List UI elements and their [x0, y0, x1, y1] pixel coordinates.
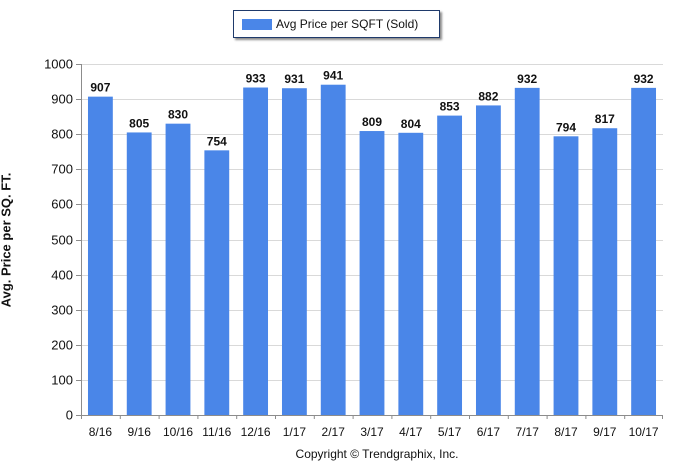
bar	[475, 105, 501, 415]
data-label: 830	[168, 108, 188, 122]
x-tick-label: 3/17	[360, 425, 384, 439]
x-tick-label: 7/17	[516, 425, 540, 439]
legend: Avg Price per SQFT (Sold)	[233, 10, 440, 38]
legend-swatch	[242, 19, 272, 30]
x-tick-label: 6/17	[477, 425, 501, 439]
bar-layer	[87, 84, 657, 416]
copyright-text: Copyright © Trendgraphix, Inc.	[295, 447, 459, 461]
data-label: 794	[556, 120, 576, 134]
bar	[553, 136, 579, 415]
y-tick-label: 800	[51, 127, 73, 142]
data-label: 804	[401, 117, 421, 131]
data-label: 933	[246, 72, 266, 86]
x-tick-label: 9/16	[128, 425, 152, 439]
y-tick-label: 0	[66, 408, 73, 423]
data-label: 941	[323, 69, 343, 83]
y-tick-label: 900	[51, 92, 73, 107]
x-tick-label: 5/17	[438, 425, 462, 439]
bar	[631, 87, 657, 416]
axis-layer: 0 100 200 300 400 500 600 700 800 900 1000 8/16 9/16…	[44, 57, 663, 439]
x-tick-label: 8/16	[89, 425, 113, 439]
data-label: 805	[129, 116, 149, 130]
bar	[165, 123, 191, 416]
x-tick-label: 4/17	[399, 425, 423, 439]
bar	[281, 88, 307, 416]
data-label: 931	[284, 72, 304, 86]
label-layer: 907 805 830 754 933 931 941 809 804 853 882 932 794 8…	[90, 69, 654, 149]
data-label: 907	[90, 81, 110, 95]
data-label: 932	[517, 72, 537, 86]
bar	[437, 115, 463, 416]
legend-label: Avg Price per SQFT (Sold)	[276, 17, 419, 31]
x-tick-label: 1/17	[283, 425, 307, 439]
data-label: 932	[634, 72, 654, 86]
bar	[320, 84, 346, 416]
bar	[592, 128, 618, 415]
bar	[243, 87, 269, 415]
x-tick-label: 10/17	[629, 425, 659, 439]
x-tick-label: 2/17	[322, 425, 346, 439]
y-tick-label: 300	[51, 303, 73, 318]
data-label: 809	[362, 115, 382, 129]
y-tick-label: 400	[51, 268, 73, 283]
bar	[398, 132, 424, 415]
bar	[359, 131, 385, 415]
bar	[87, 96, 113, 415]
bar	[204, 150, 230, 415]
bar	[126, 132, 152, 415]
y-tick-label: 200	[51, 338, 73, 353]
x-tick-label: 10/16	[163, 425, 193, 439]
y-tick-label: 1000	[44, 57, 73, 72]
y-tick-label: 100	[51, 373, 73, 388]
data-label: 817	[595, 112, 615, 126]
data-label: 754	[207, 134, 227, 148]
data-label: 882	[478, 89, 498, 103]
y-tick-label: 500	[51, 233, 73, 248]
data-label: 853	[440, 100, 460, 114]
x-tick-label: 11/16	[202, 425, 231, 439]
x-tick-label: 8/17	[554, 425, 578, 439]
x-tick-label: 9/17	[593, 425, 617, 439]
y-tick-label: 600	[51, 197, 73, 212]
y-tick-label: 700	[51, 162, 73, 177]
x-tick-label: 12/16	[241, 425, 271, 439]
bar	[514, 87, 540, 416]
